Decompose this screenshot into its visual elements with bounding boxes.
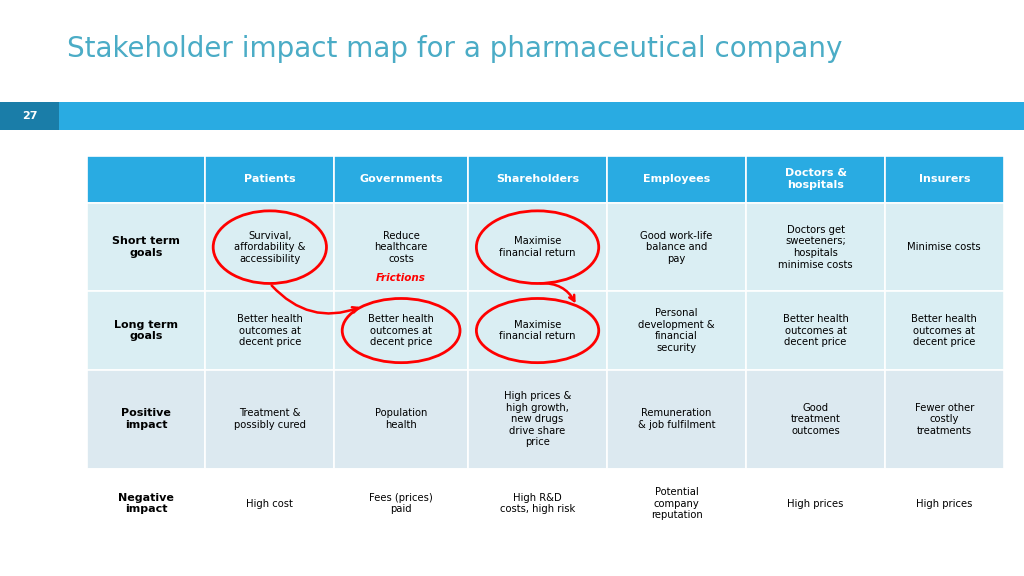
Text: Patients: Patients bbox=[244, 174, 296, 184]
Bar bbox=[87, 203, 206, 291]
Text: High R&D
costs, high risk: High R&D costs, high risk bbox=[500, 492, 575, 514]
Text: High cost: High cost bbox=[247, 499, 293, 509]
Text: Good work-life
balance and
pay: Good work-life balance and pay bbox=[640, 230, 713, 264]
Text: Potential
company
reputation: Potential company reputation bbox=[650, 487, 702, 520]
Text: Better health
outcomes at
decent price: Better health outcomes at decent price bbox=[237, 314, 303, 347]
Text: Negative
impact: Negative impact bbox=[119, 492, 174, 514]
Bar bbox=[334, 291, 468, 370]
Text: Employees: Employees bbox=[643, 174, 711, 184]
Text: Positive
impact: Positive impact bbox=[121, 408, 171, 430]
Text: Stakeholder impact map for a pharmaceutical company: Stakeholder impact map for a pharmaceuti… bbox=[67, 35, 842, 63]
Text: Doctors &
hospitals: Doctors & hospitals bbox=[784, 168, 847, 190]
Text: Short term
goals: Short term goals bbox=[113, 236, 180, 258]
Bar bbox=[87, 370, 206, 468]
Bar bbox=[607, 203, 746, 291]
Text: 27: 27 bbox=[22, 111, 38, 121]
Text: Treatment &
possibly cured: Treatment & possibly cured bbox=[233, 408, 306, 430]
Bar bbox=[468, 468, 607, 539]
Bar bbox=[206, 468, 334, 539]
Bar bbox=[334, 468, 468, 539]
Text: Reduce
healthcare
costs: Reduce healthcare costs bbox=[375, 230, 428, 264]
Text: Better health
outcomes at
decent price: Better health outcomes at decent price bbox=[911, 314, 977, 347]
Bar bbox=[607, 370, 746, 468]
Bar bbox=[885, 291, 1004, 370]
Bar bbox=[334, 156, 468, 203]
Bar bbox=[334, 203, 468, 291]
Bar bbox=[87, 468, 206, 539]
Text: Frictions: Frictions bbox=[376, 273, 426, 283]
Bar bbox=[206, 156, 334, 203]
Bar bbox=[746, 203, 885, 291]
Bar bbox=[468, 291, 607, 370]
Bar bbox=[206, 203, 334, 291]
Bar bbox=[746, 468, 885, 539]
Bar bbox=[746, 156, 885, 203]
Bar bbox=[746, 291, 885, 370]
Bar bbox=[468, 203, 607, 291]
Text: Fees (prices)
paid: Fees (prices) paid bbox=[370, 492, 433, 514]
Bar bbox=[206, 370, 334, 468]
Bar bbox=[87, 291, 206, 370]
Text: Population
health: Population health bbox=[375, 408, 427, 430]
Text: High prices: High prices bbox=[916, 499, 973, 509]
Bar bbox=[334, 370, 468, 468]
Text: Maximise
financial return: Maximise financial return bbox=[500, 236, 575, 258]
Text: Insurers: Insurers bbox=[919, 174, 970, 184]
Bar bbox=[87, 156, 206, 203]
Text: Long term
goals: Long term goals bbox=[115, 320, 178, 342]
Bar bbox=[746, 370, 885, 468]
Text: Governments: Governments bbox=[359, 174, 443, 184]
Text: Maximise
financial return: Maximise financial return bbox=[500, 320, 575, 342]
Bar bbox=[607, 291, 746, 370]
Bar bbox=[885, 468, 1004, 539]
Text: Shareholders: Shareholders bbox=[496, 174, 580, 184]
Text: Remuneration
& job fulfilment: Remuneration & job fulfilment bbox=[638, 408, 716, 430]
Bar bbox=[206, 291, 334, 370]
Bar bbox=[885, 156, 1004, 203]
Bar bbox=[885, 203, 1004, 291]
Text: Better health
outcomes at
decent price: Better health outcomes at decent price bbox=[369, 314, 434, 347]
Bar bbox=[885, 370, 1004, 468]
Text: High prices &
high growth,
new drugs
drive share
price: High prices & high growth, new drugs dri… bbox=[504, 391, 571, 448]
Text: Good
treatment
outcomes: Good treatment outcomes bbox=[791, 403, 841, 435]
Text: Survival,
affordability &
accessibility: Survival, affordability & accessibility bbox=[234, 230, 305, 264]
Bar bbox=[468, 370, 607, 468]
Bar bbox=[59, 102, 1024, 130]
Bar bbox=[607, 156, 746, 203]
Text: Fewer other
costly
treatments: Fewer other costly treatments bbox=[914, 403, 974, 435]
Bar bbox=[607, 468, 746, 539]
Text: High prices: High prices bbox=[787, 499, 844, 509]
Text: Doctors get
sweeteners;
hospitals
minimise costs: Doctors get sweeteners; hospitals minimi… bbox=[778, 225, 853, 270]
Bar bbox=[468, 156, 607, 203]
Bar bbox=[0, 102, 59, 130]
Text: Personal
development &
financial
security: Personal development & financial securit… bbox=[638, 308, 715, 353]
Text: Minimise costs: Minimise costs bbox=[907, 242, 981, 252]
Text: Better health
outcomes at
decent price: Better health outcomes at decent price bbox=[782, 314, 849, 347]
